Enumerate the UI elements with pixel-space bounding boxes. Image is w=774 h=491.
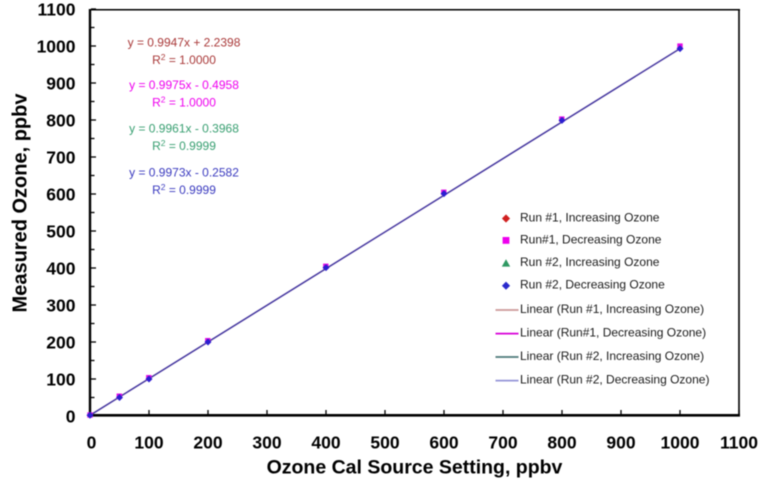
svg-text:400: 400 (46, 259, 75, 279)
svg-text:Run#1, Decreasing Ozone: Run#1, Decreasing Ozone (520, 233, 662, 247)
svg-text:Ozone Cal Source Setting, ppbv: Ozone Cal Source Setting, ppbv (267, 457, 563, 479)
svg-text:100: 100 (134, 433, 163, 453)
svg-text:100: 100 (46, 370, 75, 390)
svg-text:300: 300 (252, 433, 281, 453)
svg-text:y = 0.9973x - 0.2582: y = 0.9973x - 0.2582 (129, 166, 239, 180)
svg-text:200: 200 (46, 333, 75, 353)
svg-text:300: 300 (46, 296, 75, 316)
svg-text:Linear (Run #2, Decreasing Ozo: Linear (Run #2, Decreasing Ozone) (520, 373, 709, 387)
svg-text:y = 0.9975x - 0.4958: y = 0.9975x - 0.4958 (129, 78, 239, 92)
svg-text:0: 0 (87, 433, 97, 453)
svg-text:Linear (Run#1, Decreasing Ozon: Linear (Run#1, Decreasing Ozone) (520, 326, 706, 340)
svg-text:1100: 1100 (720, 433, 758, 453)
svg-text:800: 800 (547, 433, 576, 453)
svg-text:200: 200 (193, 433, 222, 453)
svg-text:Linear (Run #1, Increasing Ozo: Linear (Run #1, Increasing Ozone) (520, 302, 704, 316)
svg-text:R2 = 0.9999: R2 = 0.9999 (152, 138, 216, 153)
svg-text:600: 600 (429, 433, 458, 453)
svg-text:500: 500 (370, 433, 399, 453)
svg-text:Run #1, Increasing Ozone: Run #1, Increasing Ozone (520, 211, 660, 225)
svg-text:700: 700 (46, 148, 75, 168)
svg-text:900: 900 (46, 74, 75, 94)
svg-text:Measured Ozone, ppbv: Measured Ozone, ppbv (9, 93, 31, 313)
svg-text:500: 500 (46, 222, 75, 242)
svg-text:R2 = 0.9999: R2 = 0.9999 (152, 182, 216, 197)
svg-text:900: 900 (606, 433, 635, 453)
svg-text:600: 600 (46, 185, 75, 205)
svg-text:1000: 1000 (37, 37, 76, 57)
svg-text:400: 400 (311, 433, 340, 453)
svg-text:y = 0.9947x + 2.2398: y = 0.9947x + 2.2398 (128, 36, 241, 50)
svg-text:1100: 1100 (38, 0, 76, 20)
svg-text:1000: 1000 (661, 433, 700, 453)
svg-text:y = 0.9961x - 0.3968: y = 0.9961x - 0.3968 (129, 122, 239, 136)
svg-text:Linear (Run #2, Increasing Ozo: Linear (Run #2, Increasing Ozone) (520, 349, 704, 363)
svg-text:R2 = 1.0000: R2 = 1.0000 (152, 52, 216, 67)
svg-text:R2 = 1.0000: R2 = 1.0000 (152, 95, 216, 110)
svg-text:0: 0 (66, 407, 76, 427)
svg-text:Run #2, Increasing Ozone: Run #2, Increasing Ozone (520, 255, 660, 269)
svg-text:700: 700 (488, 433, 517, 453)
svg-text:Run #2, Decreasing Ozone: Run #2, Decreasing Ozone (520, 278, 665, 292)
svg-text:800: 800 (46, 111, 75, 131)
